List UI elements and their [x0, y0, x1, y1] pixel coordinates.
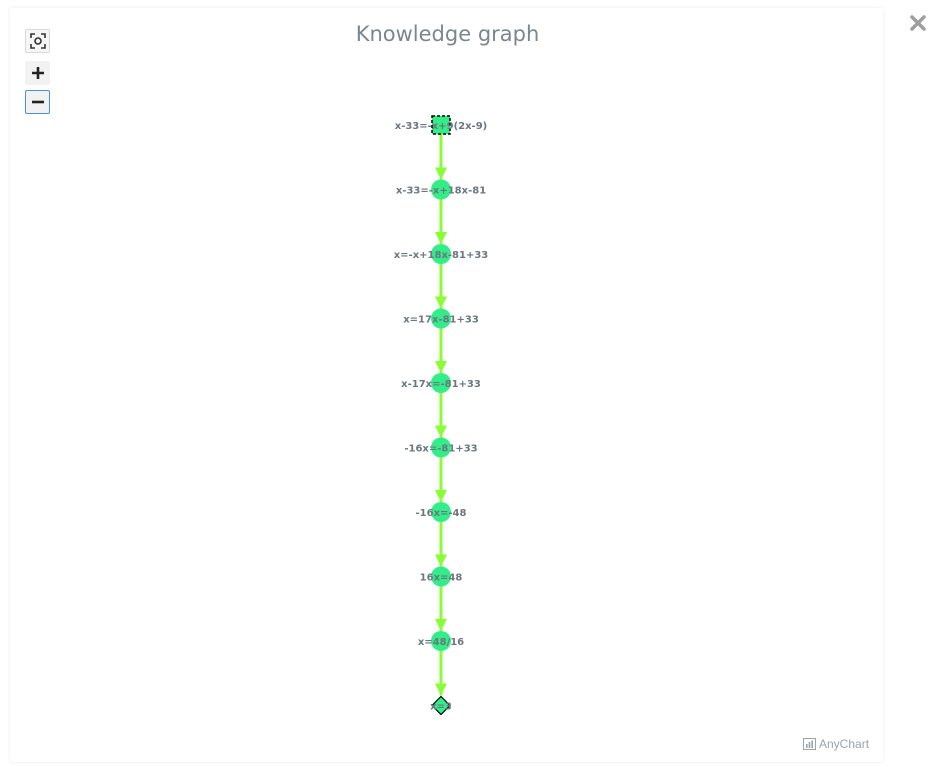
fit-view-button[interactable] — [25, 29, 50, 53]
credits-label: AnyChart — [819, 737, 870, 751]
edge-arrow-6 — [435, 554, 447, 567]
zoom-in-button[interactable] — [25, 61, 50, 85]
chart-logo-icon — [803, 738, 816, 750]
graph-node-label-2: x=-x+18x-81+33 — [394, 250, 489, 261]
graph-node-0[interactable] — [431, 115, 451, 135]
minus-icon — [31, 100, 44, 104]
close-button[interactable] — [905, 10, 931, 36]
edge-arrow-1 — [435, 232, 447, 244]
graph-node-9[interactable] — [431, 695, 451, 716]
plus-icon — [31, 67, 44, 79]
graph-node-5[interactable] — [431, 437, 451, 458]
close-icon — [910, 15, 926, 31]
edge-arrow-8 — [435, 683, 447, 696]
fit-view-icon — [29, 33, 46, 49]
graph-node-label-1: x-33=-x+18x-81 — [396, 186, 486, 197]
edge-arrow-5 — [435, 490, 447, 502]
graph-node-7[interactable] — [431, 566, 451, 587]
edge-arrow-3 — [435, 361, 447, 373]
graph-node-label-7: 16x=48 — [420, 573, 463, 584]
graph-node-4[interactable] — [431, 373, 451, 393]
graph-node-label-0: x-33=-x+9(2x-9) — [395, 121, 488, 132]
graph-node-1[interactable] — [431, 179, 451, 200]
graph-node-label-5: -16x=-81+33 — [404, 444, 477, 455]
edge-arrow-0 — [435, 167, 447, 180]
edge-arrow-7 — [435, 619, 447, 631]
graph-node-label-3: x=17x-81+33 — [403, 315, 479, 326]
graph-node-label-8: x=48/16 — [418, 637, 464, 648]
edge-arrow-4 — [435, 425, 447, 438]
graph-node-label-9: x=3 — [430, 702, 452, 713]
graph-node-2[interactable] — [431, 244, 451, 264]
edge-arrow-2 — [435, 296, 447, 309]
zoom-out-button[interactable] — [25, 90, 50, 114]
graph-node-label-6: -16x=-48 — [416, 508, 467, 519]
anychart-credits[interactable]: AnyChart — [803, 737, 869, 751]
graph-node-3[interactable] — [431, 308, 451, 329]
graph-node-label-4: x-17x=-81+33 — [401, 379, 481, 390]
graph-node-6[interactable] — [431, 502, 451, 522]
chart-title: Knowledge graph — [355, 22, 540, 46]
graph-node-8[interactable] — [431, 631, 451, 651]
